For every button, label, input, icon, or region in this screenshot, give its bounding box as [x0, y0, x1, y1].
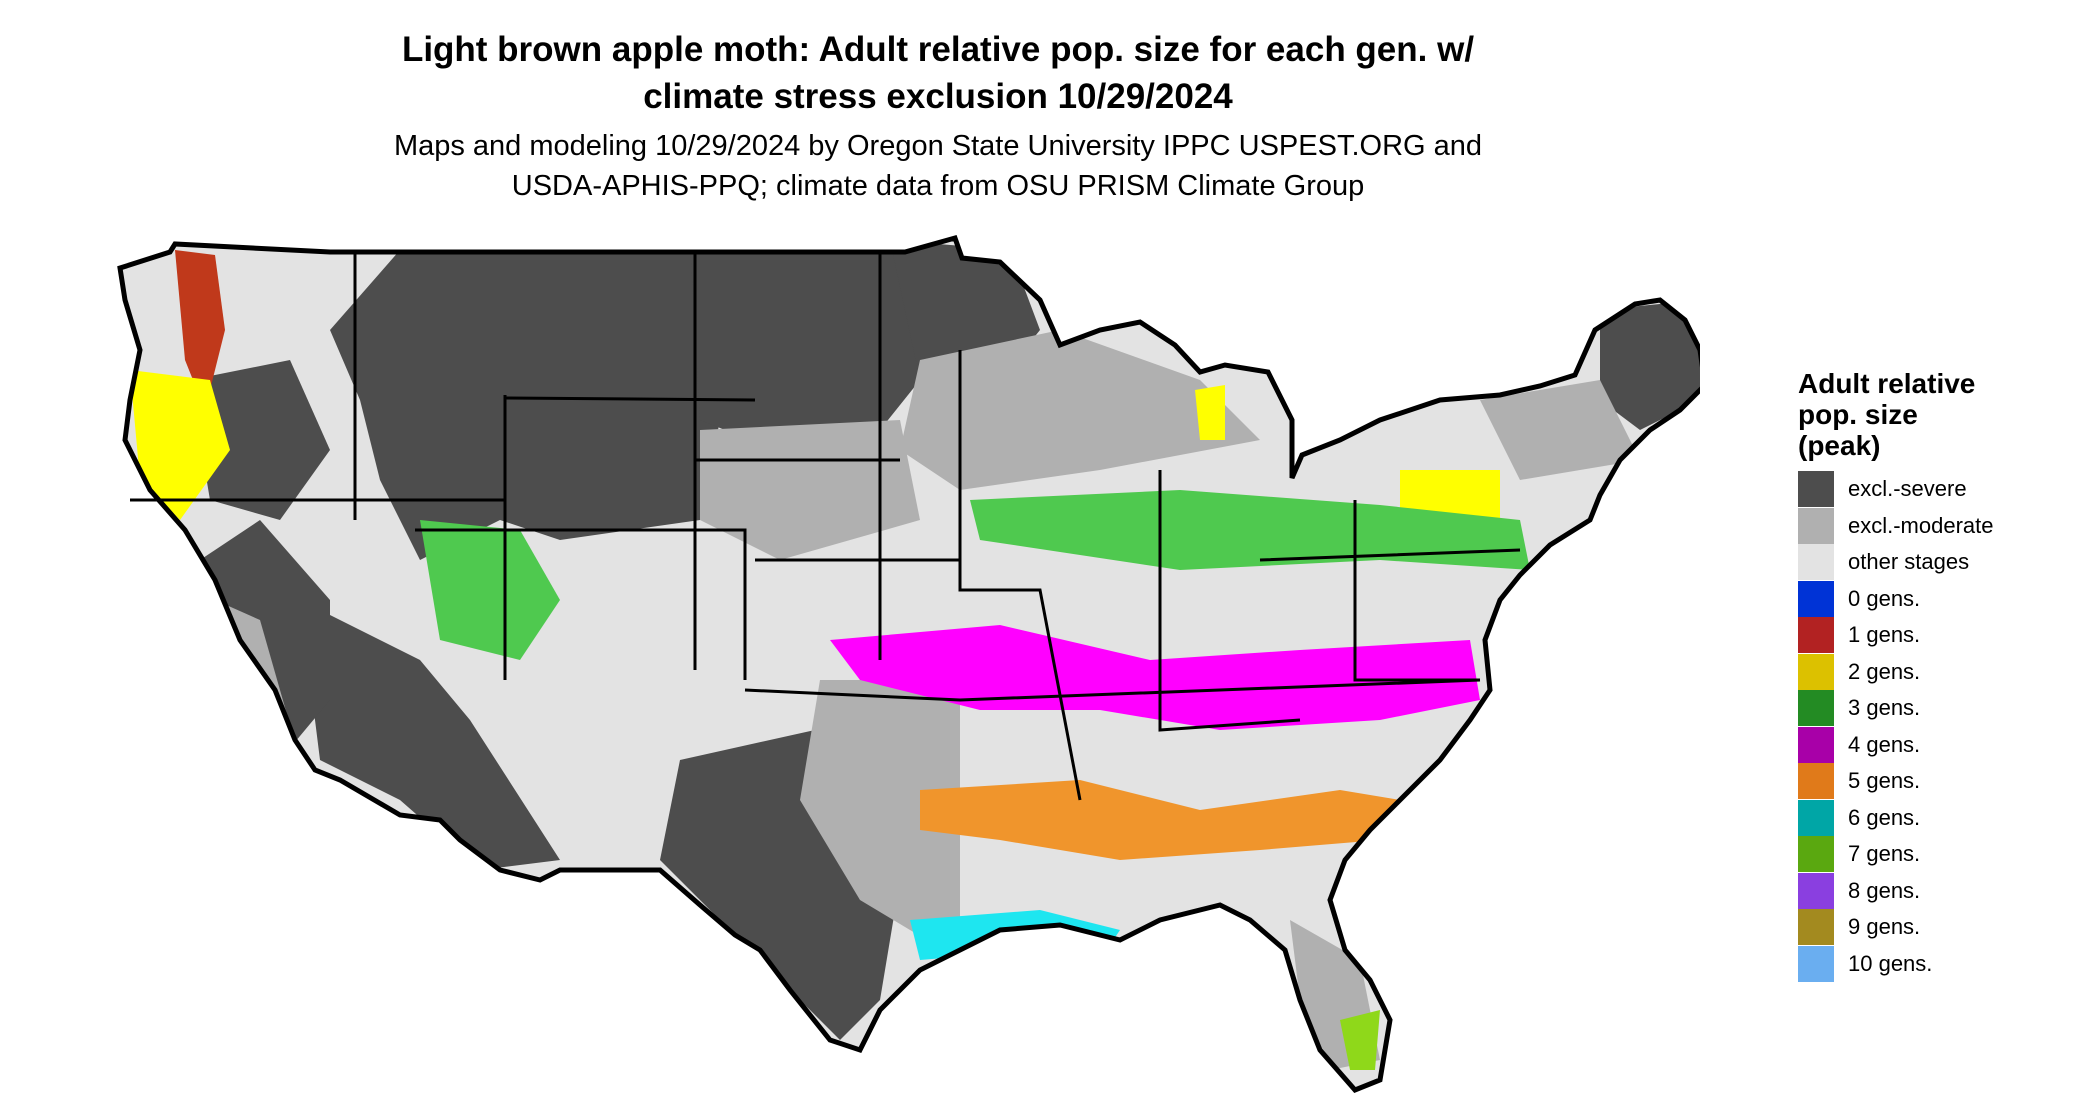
legend-item: 2 gens.: [1798, 653, 2078, 691]
legend-label: 10 gens.: [1848, 950, 1933, 976]
legend-item: 4 gens.: [1798, 726, 2078, 764]
legend-item: excl.-moderate: [1798, 507, 2078, 545]
legend-label: 1 gens.: [1848, 622, 1921, 648]
zone-moderate-plains: [700, 420, 920, 560]
border-east-grid: [958, 350, 1521, 801]
legend-label: 5 gens.: [1848, 768, 1921, 794]
legend-swatch: [1798, 471, 1834, 508]
legend-label: other stages: [1848, 549, 1970, 575]
legend-swatch: [1798, 507, 1834, 544]
band-3-gen-colorado-plateau: [420, 520, 560, 660]
band-2-gen-pacific-nw: [130, 370, 230, 520]
legend-label: 8 gens.: [1848, 877, 1921, 903]
legend-swatch: [1798, 836, 1834, 873]
legend-label: 9 gens.: [1848, 914, 1921, 940]
legend-label: excl.-severe: [1848, 476, 1967, 502]
map-title: Light brown apple moth: Adult relative p…: [250, 26, 1626, 120]
zone-severe-rockies: [330, 250, 720, 560]
legend-swatch: [1798, 872, 1834, 909]
title-line-1: Light brown apple moth: Adult relative p…: [401, 30, 1475, 69]
band-4-gen-mid-south: [830, 625, 1480, 730]
legend-swatch: [1798, 945, 1834, 982]
band-3-gen-midwest: [970, 490, 1530, 570]
legend-item: 6 gens.: [1798, 799, 2078, 837]
legend-item: 0 gens.: [1798, 580, 2078, 618]
state-borders: [130, 250, 1521, 801]
zone-moderate-northeast: [1480, 380, 1640, 480]
legend-title: Adult relative pop. size (peak): [1798, 368, 2078, 461]
band-2-gen-new-york: [1400, 470, 1500, 520]
zone-severe-dakotas: [690, 240, 920, 440]
us-outline: [117, 234, 1700, 1093]
legend-label: 4 gens.: [1848, 731, 1921, 757]
legend-item: 3 gens.: [1798, 690, 2078, 727]
legend-item: 10 gens.: [1798, 945, 2078, 983]
zone-moderate-north: [900, 330, 1260, 490]
legend-item: 5 gens.: [1798, 763, 2078, 800]
legend-swatch: [1798, 909, 1834, 946]
band-2-gen-michigan: [1195, 385, 1225, 440]
legend-title-line-1: Adult relative: [1798, 368, 1976, 399]
legend-label: 7 gens.: [1848, 841, 1921, 867]
legend-item: excl.-severe: [1798, 471, 2078, 508]
legend-item: 1 gens.: [1798, 617, 2078, 654]
legend-item: 8 gens.: [1798, 872, 2078, 910]
legend-swatch: [1798, 726, 1834, 763]
legend-swatch: [1798, 763, 1834, 800]
legend-swatch: [1798, 580, 1834, 617]
zone-severe-southwest: [300, 600, 560, 870]
us-population-map: [117, 234, 1700, 1093]
legend-label: 0 gens.: [1848, 585, 1921, 611]
legend-swatch: [1798, 690, 1834, 727]
subtitle-line-2: USDA-APHIS-PPQ; climate data from OSU PR…: [511, 170, 1365, 202]
legend-item: 9 gens.: [1798, 909, 2078, 946]
legend-items: excl.-severe excl.-moderate other stages 0 …: [1798, 471, 2078, 982]
band-1-gen-cascades: [175, 250, 225, 410]
legend-label: 2 gens.: [1848, 658, 1921, 684]
border-west-mountain: [353, 250, 882, 680]
map-legend: Adult relative pop. size (peak) excl.-se…: [1798, 368, 2078, 982]
band-5-gen-deep-south: [920, 780, 1400, 860]
zone-severe-oregon: [190, 360, 330, 520]
legend-swatch: [1798, 799, 1834, 836]
title-line-2: climate stress exclusion 10/29/2024: [643, 77, 1233, 116]
legend-swatch: [1798, 653, 1834, 690]
border-latitudes: [130, 396, 1481, 702]
legend-title-line-3: (peak): [1798, 430, 1881, 461]
subtitle-line-1: Maps and modeling 10/29/2024 by Oregon S…: [393, 130, 1483, 162]
legend-label: 6 gens.: [1848, 804, 1921, 830]
legend-swatch: [1798, 544, 1834, 581]
zone-moderate-texas: [800, 680, 960, 960]
legend-item: 7 gens.: [1798, 836, 2078, 873]
legend-item: other stages: [1798, 544, 2078, 581]
legend-label: excl.-moderate: [1848, 512, 1994, 538]
band-7-gen-south-florida: [1340, 1010, 1380, 1070]
legend-label: 3 gens.: [1848, 695, 1921, 721]
legend-title-line-2: pop. size: [1798, 399, 1918, 430]
map-subtitle: Maps and modeling 10/29/2024 by Oregon S…: [250, 126, 1626, 206]
legend-swatch: [1798, 617, 1834, 654]
